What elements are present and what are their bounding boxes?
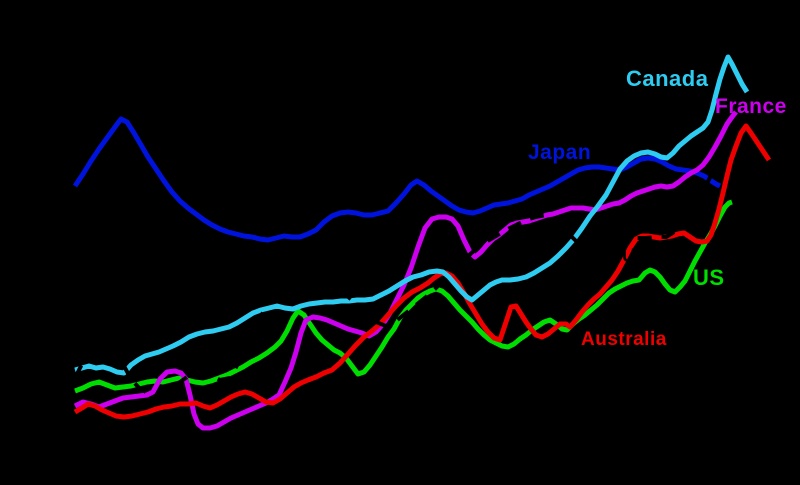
x-tick-label: 2005 xyxy=(575,458,611,475)
x-tick-label: 2000 xyxy=(501,458,537,475)
chart-title-line2: Index, 1970 = 100; United Kingdom shown … xyxy=(92,44,579,65)
y-tick-label: 600 xyxy=(36,94,63,111)
series-label-uk: UK xyxy=(622,246,651,267)
series-label-us: US xyxy=(693,265,725,290)
y-tick-label: 200 xyxy=(36,322,63,339)
series-line-france xyxy=(73,110,738,431)
series-label-australia: Australia xyxy=(581,329,667,350)
series-line-us xyxy=(74,199,733,394)
chart-title-line1: Real house prices in selected countries,… xyxy=(125,5,637,28)
y-tick-label: 0 xyxy=(54,436,63,453)
x-tick-label: 2015 xyxy=(723,458,759,475)
x-tick-label: 2010 xyxy=(649,458,685,475)
x-tick-label: 1970 xyxy=(57,458,93,475)
series-line-japan xyxy=(72,116,722,243)
y-tick-label: 500 xyxy=(36,151,63,168)
y-tick-label: 300 xyxy=(36,265,63,282)
y-tick-label: 700 xyxy=(36,37,63,54)
series-line-canada xyxy=(74,54,750,376)
x-tick-label: 1990 xyxy=(353,458,389,475)
series-label-france: France xyxy=(715,95,787,118)
x-tick-label: 1980 xyxy=(205,458,241,475)
x-tick-label: 1975 xyxy=(131,458,167,475)
y-tick-label: 100 xyxy=(36,379,63,396)
x-tick-label: 1985 xyxy=(279,458,315,475)
series-label-japan: Japan xyxy=(528,141,592,164)
series-line-australia xyxy=(73,123,772,420)
series-label-canada: Canada xyxy=(626,66,709,91)
x-tick-label: 1995 xyxy=(427,458,463,475)
series-line-uk xyxy=(73,169,716,398)
y-tick-label: 400 xyxy=(36,208,63,225)
